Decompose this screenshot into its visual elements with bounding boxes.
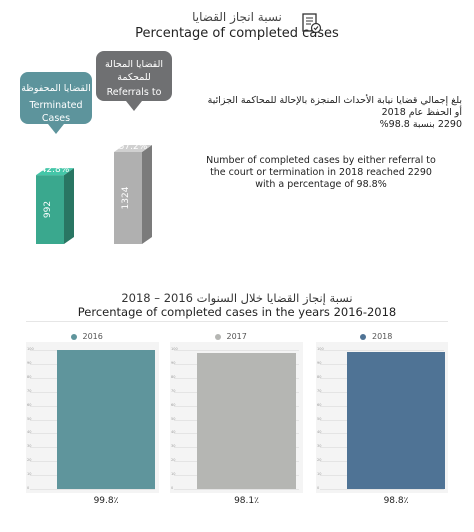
bar-value-label: 99.8٪ bbox=[93, 496, 119, 506]
legend-dot bbox=[70, 333, 77, 340]
y-tick-label: 90 bbox=[317, 360, 322, 365]
y-tick-label: 20 bbox=[317, 458, 322, 463]
legend-label: 2017 bbox=[226, 332, 247, 341]
referrals-bubble: القضايا المحالة للمحكمة Referrals to Cou… bbox=[96, 51, 172, 111]
english-statement: Number of completed cases by either refe… bbox=[196, 155, 446, 191]
column-percent-label: 42.8% bbox=[41, 165, 70, 175]
gridline bbox=[174, 350, 299, 351]
referrals-bubble-pointer bbox=[126, 101, 142, 111]
y-tick-label: 90 bbox=[171, 360, 176, 365]
gridline bbox=[320, 489, 444, 490]
legend-item: 2017 bbox=[214, 332, 247, 341]
column-percent-label: 57.2% bbox=[119, 142, 148, 152]
english-statement-line: Number of completed cases by either refe… bbox=[206, 155, 436, 166]
column-side bbox=[64, 168, 74, 244]
column-front bbox=[36, 175, 64, 244]
terminated-label-arabic: القضايا المحفوظة bbox=[21, 83, 91, 94]
bar-2017 bbox=[197, 352, 296, 489]
y-tick-label: 30 bbox=[27, 444, 32, 449]
y-tick-label: 100 bbox=[27, 347, 34, 351]
gridline bbox=[320, 350, 444, 351]
y-tick-label: 0 bbox=[27, 486, 30, 490]
english-statement-line: with a percentage of 98.8% bbox=[255, 179, 387, 190]
y-tick-label: 0 bbox=[317, 486, 320, 490]
column-value-label: 992 bbox=[43, 201, 53, 218]
y-tick-label: 70 bbox=[171, 388, 176, 393]
column-value-label: 1324 bbox=[121, 186, 131, 209]
column-top bbox=[36, 168, 74, 176]
bar-2018 bbox=[347, 351, 445, 489]
y-tick-label: 30 bbox=[171, 444, 176, 449]
y-tick-label: 40 bbox=[27, 430, 32, 435]
y-tick-label: 80 bbox=[27, 374, 32, 379]
terminated-bubble-pointer bbox=[48, 124, 64, 134]
legend-dot bbox=[360, 333, 366, 340]
y-tick-label: 40 bbox=[171, 430, 176, 435]
document-check-icon bbox=[302, 13, 322, 34]
y-tick-label: 60 bbox=[27, 402, 32, 407]
y-tick-label: 10 bbox=[317, 472, 322, 477]
gridline bbox=[174, 489, 299, 490]
arabic-statement: بلغ إجمالي قضايا نيابة الأحداث المنجزة ب… bbox=[182, 95, 462, 131]
y-tick-label: 60 bbox=[171, 402, 176, 407]
page-title-arabic: نسبة انجاز القضايا bbox=[192, 10, 282, 24]
referrals-label-arabic: القضايا المحالة للمحكمة bbox=[104, 59, 164, 83]
years-title-arabic: نسبة إنجاز القضايا خلال السنوات 2016 – 2… bbox=[121, 291, 353, 305]
y-tick-label: 0 bbox=[171, 486, 174, 490]
y-tick-label: 80 bbox=[317, 374, 322, 379]
arabic-statement-line: 2290 بنسبة 98.8% bbox=[379, 119, 462, 130]
y-tick-label: 100 bbox=[171, 347, 178, 351]
legend-item: 2016 bbox=[70, 332, 103, 341]
page-title: Percentage of completed cases bbox=[135, 26, 339, 41]
y-tick-label: 50 bbox=[171, 416, 176, 421]
column-side bbox=[142, 145, 152, 244]
column-top bbox=[114, 145, 152, 152]
years-bar-chart: 2016 0 10 20 30 40 50 60 70 80 90 100 99.8٪ 2017 0 10 20… bbox=[0, 330, 474, 530]
y-tick-label: 60 bbox=[317, 402, 322, 407]
legend-dot bbox=[214, 333, 221, 340]
y-tick-label: 50 bbox=[27, 416, 32, 421]
english-statement-line: the court or termination in 2018 reached… bbox=[210, 167, 432, 178]
terminated-label: Terminated Cases bbox=[29, 100, 83, 124]
y-tick-label: 100 bbox=[317, 347, 324, 351]
y-tick-label: 50 bbox=[317, 416, 322, 421]
years-title: Percentage of completed cases in the yea… bbox=[77, 305, 397, 319]
arabic-statement-line: بلغ إجمالي قضايا نيابة الأحداث المنجزة ب… bbox=[207, 95, 462, 106]
y-tick-label: 70 bbox=[317, 388, 322, 393]
y-tick-label: 80 bbox=[171, 374, 176, 379]
section-divider bbox=[26, 321, 448, 322]
bar-value-label: 98.1٪ bbox=[234, 496, 259, 506]
column-front bbox=[114, 152, 142, 244]
y-tick-label: 30 bbox=[317, 444, 322, 449]
y-tick-label: 40 bbox=[317, 430, 322, 435]
y-tick-label: 20 bbox=[27, 458, 32, 463]
legend-label: 2016 bbox=[82, 332, 103, 341]
legend-item: 2018 bbox=[360, 332, 392, 341]
bar-2016 bbox=[57, 350, 155, 489]
y-tick-label: 90 bbox=[27, 360, 32, 365]
bar-value-label: 98.8٪ bbox=[383, 496, 409, 506]
arabic-statement-line: أو الحفظ عام 2018 bbox=[381, 107, 462, 118]
y-tick-label: 10 bbox=[27, 472, 32, 477]
legend-label: 2018 bbox=[372, 332, 393, 341]
y-tick-label: 70 bbox=[27, 388, 32, 393]
cases-column-chart: 42.8% 992 57.2% 1324 bbox=[36, 142, 152, 244]
gridline bbox=[30, 489, 155, 490]
y-tick-label: 20 bbox=[171, 458, 176, 463]
terminated-cases-bubble: القضايا المحفوظة Terminated Cases bbox=[20, 72, 92, 124]
y-tick-label: 10 bbox=[171, 472, 176, 477]
